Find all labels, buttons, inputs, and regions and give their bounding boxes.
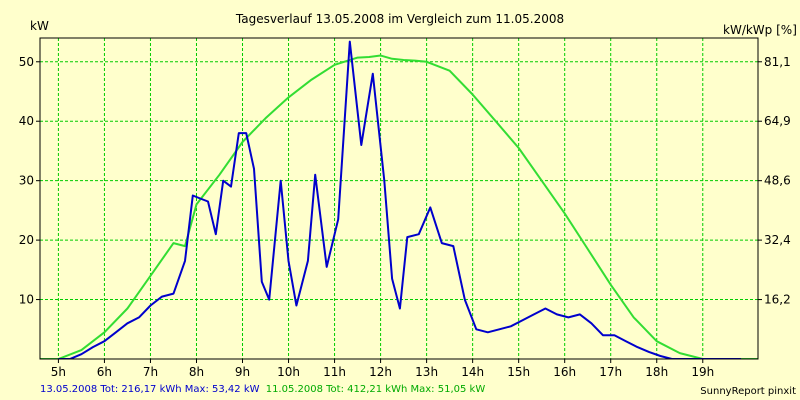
x-tick-label-18h: 18h bbox=[645, 365, 668, 379]
y-left-tick-label-20: 20 bbox=[19, 233, 34, 247]
x-tick-label-11h: 11h bbox=[323, 365, 346, 379]
y-left-tick-label-30: 30 bbox=[19, 174, 34, 188]
x-tick-label-6h: 6h bbox=[97, 365, 112, 379]
legend-series-13-05-2008: 13.05.2008 Tot: 216,17 kWh Max: 53,42 kW bbox=[40, 384, 260, 395]
y-right-tick-label-81,1: 81,1 bbox=[764, 55, 791, 69]
x-tick-label-10h: 10h bbox=[277, 365, 300, 379]
grid bbox=[36, 38, 762, 363]
legend-series-11-05-2008: 11.05.2008 Tot: 412,21 kWh Max: 51,05 kW bbox=[266, 384, 486, 395]
x-tick-label-16h: 16h bbox=[553, 365, 576, 379]
x-tick-label-14h: 14h bbox=[461, 365, 484, 379]
plot-frame bbox=[39, 37, 759, 360]
x-tick-label-17h: 17h bbox=[599, 365, 622, 379]
y-right-tick-label-32,4: 32,4 bbox=[764, 233, 791, 247]
y-axis-left-label: kW bbox=[30, 19, 49, 33]
x-tick-label-7h: 7h bbox=[143, 365, 158, 379]
x-tick-label-9h: 9h bbox=[235, 365, 250, 379]
x-tick-label-8h: 8h bbox=[189, 365, 204, 379]
series-line-13.05.2008 bbox=[58, 40, 741, 359]
y-left-tick-label-40: 40 bbox=[19, 114, 34, 128]
footer-legend: 13.05.2008 Tot: 216,17 kWh Max: 53,42 kW… bbox=[40, 384, 485, 395]
y-left-tick-label-50: 50 bbox=[19, 55, 34, 69]
y-right-tick-label-64,9: 64,9 bbox=[764, 114, 791, 128]
y-right-tick-label-16,2: 16,2 bbox=[764, 293, 791, 307]
series-lines bbox=[40, 40, 758, 359]
x-tick-label-15h: 15h bbox=[507, 365, 530, 379]
y-left-tick-label-10: 10 bbox=[19, 293, 34, 307]
tick-labels: 5h 6h 7h 8h 9h 10h 11h 12h 13h 14h 15h 16h 17h 18h 19h… bbox=[19, 55, 791, 379]
x-tick-label-19h: 19h bbox=[691, 365, 714, 379]
x-tick-label-5h: 5h bbox=[51, 365, 66, 379]
x-tick-label-13h: 13h bbox=[415, 365, 438, 379]
credit-text: SunnyReport pinxit bbox=[700, 386, 796, 397]
series-line-11.05.2008 bbox=[40, 54, 758, 359]
chart-title: Tagesverlauf 13.05.2008 im Vergleich zum… bbox=[235, 12, 564, 26]
y-right-tick-label-48,6: 48,6 bbox=[764, 174, 791, 188]
x-tick-label-12h: 12h bbox=[369, 365, 392, 379]
y-axis-right-label: kW/kWp [%] bbox=[723, 23, 797, 37]
